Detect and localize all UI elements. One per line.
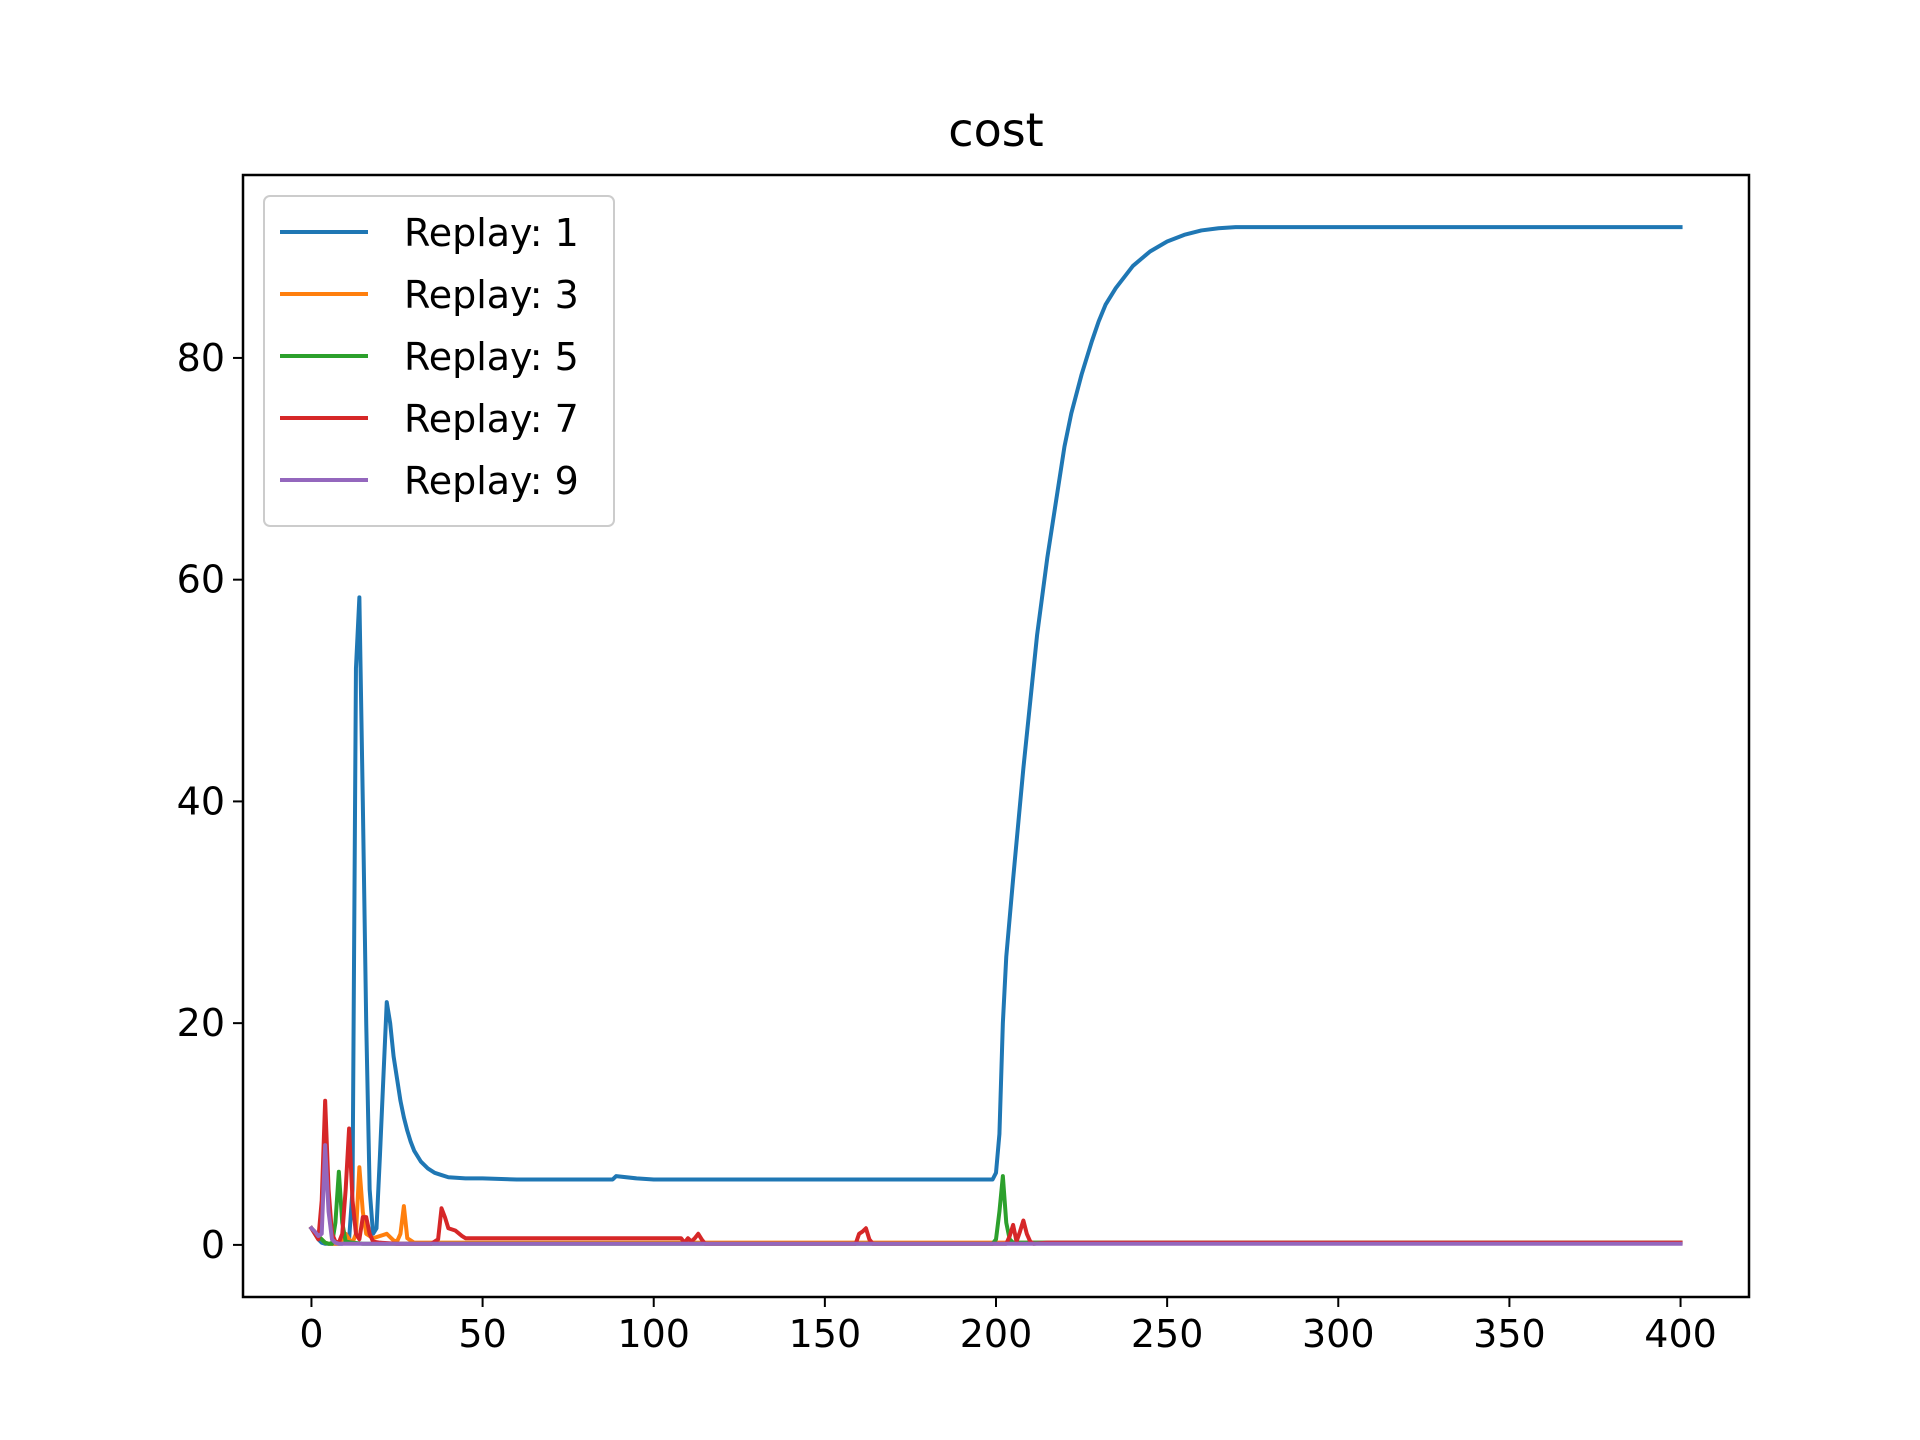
y-tick-label: 60 <box>177 558 225 602</box>
series-line-1 <box>308 225 1683 1246</box>
legend-label-2: Replay: 3 <box>404 273 579 317</box>
x-axis: 0 50 100 150 200 250 300 350 400 <box>299 1297 1717 1356</box>
y-tick-label: 40 <box>177 779 225 823</box>
x-tick-label: 300 <box>1302 1312 1375 1356</box>
y-tick-label: 80 <box>177 336 225 380</box>
series-line-3 <box>308 1169 1683 1246</box>
legend-label-4: Replay: 7 <box>404 397 579 441</box>
chart-title: cost <box>948 103 1043 157</box>
legend: Replay: 1 Replay: 3 Replay: 5 Replay: 7 Repl… <box>263 195 615 527</box>
legend-label-3: Replay: 5 <box>404 335 579 379</box>
legend-box <box>263 195 615 527</box>
y-tick-label: 0 <box>201 1223 225 1267</box>
legend-label-1: Replay: 1 <box>404 211 579 255</box>
series-line-5 <box>308 1143 1683 1246</box>
x-tick-label: 100 <box>617 1312 690 1356</box>
x-tick-label: 200 <box>960 1312 1033 1356</box>
x-tick-label: 350 <box>1473 1312 1546 1356</box>
y-tick-label: 20 <box>177 1001 225 1045</box>
x-tick-label: 50 <box>458 1312 506 1356</box>
x-tick-label: 250 <box>1131 1312 1204 1356</box>
x-tick-label: 150 <box>789 1312 862 1356</box>
x-tick-label: 400 <box>1644 1312 1717 1356</box>
legend-label-5: Replay: 9 <box>404 459 579 503</box>
x-tick-label: 0 <box>299 1312 323 1356</box>
series-layer <box>308 225 1683 1246</box>
y-axis: 0 20 40 60 80 <box>177 336 243 1267</box>
series-line-4 <box>308 1098 1683 1246</box>
